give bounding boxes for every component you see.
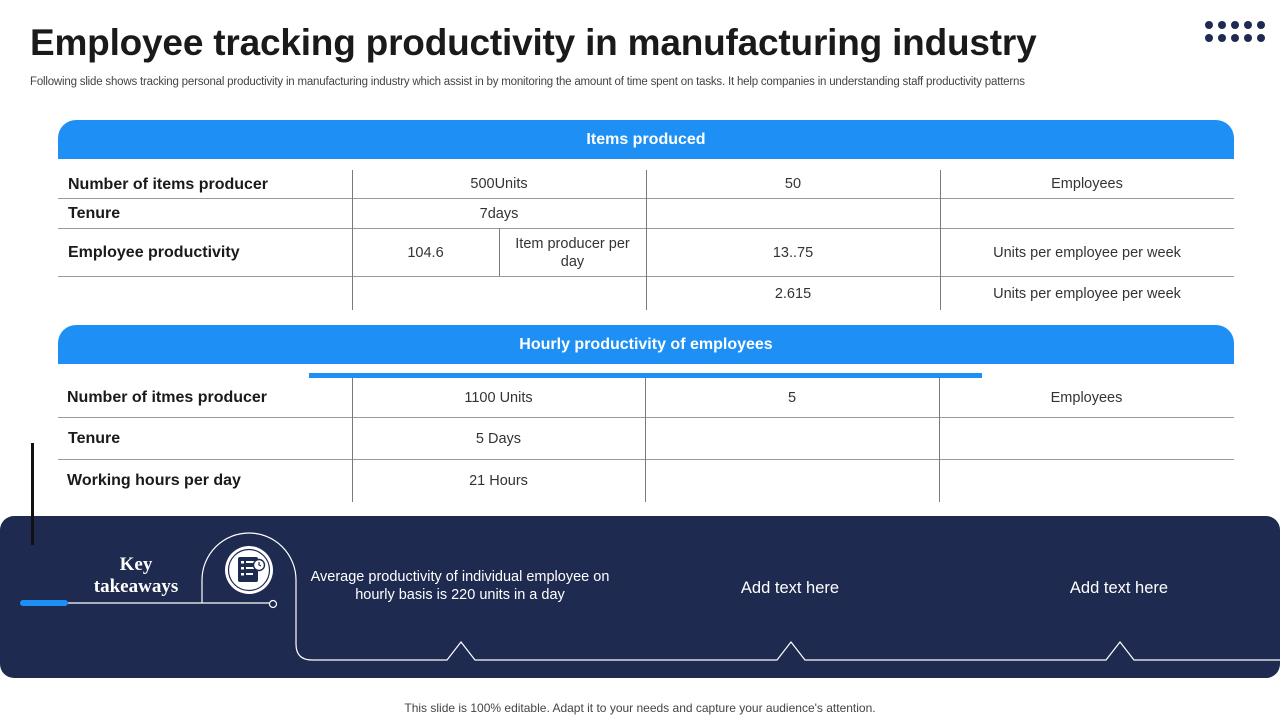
page-subtitle: Following slide shows tracking personal … (30, 76, 1025, 88)
document-checklist-icon (225, 546, 273, 594)
column-divider (940, 170, 941, 310)
row-label: Number of items producer (68, 176, 269, 193)
table-cell: Employees (1050, 389, 1123, 406)
table-cell: Item producer per day (515, 235, 630, 270)
dots-grid-icon (1205, 21, 1265, 43)
row-divider (58, 459, 1234, 460)
items-produced-header: Items produced (58, 120, 1234, 159)
row-divider (58, 417, 1234, 418)
timeline-decoration (20, 532, 1280, 661)
table-cell: 21 Hours (469, 473, 528, 489)
row-label: Number of itmes producer (67, 388, 268, 406)
heading-line: takeaways (93, 576, 179, 597)
table-cell: 1100 Units (464, 389, 533, 406)
takeaway-text: Average productivity of individual emplo… (310, 569, 610, 603)
hourly-productivity-header: Hourly productivity of employees (58, 325, 1234, 364)
table-cell: Units per employee per week (993, 244, 1181, 261)
column-divider (939, 378, 940, 502)
takeaway-text: Add text here (1069, 578, 1169, 597)
column-divider (499, 228, 500, 276)
page-title: Employee tracking productivity in manufa… (30, 22, 1037, 63)
key-takeaways-panel: Key takeaways Average productivity of in… (0, 516, 1280, 678)
accent-bar (309, 373, 982, 378)
column-divider (352, 170, 353, 310)
table-cell: 2.615 (774, 285, 812, 302)
row-label: Working hours per day (67, 472, 241, 489)
table-cell: Employees (1051, 176, 1123, 192)
row-label: Tenure (68, 429, 121, 447)
footer-note: This slide is 100% editable. Adapt it to… (404, 701, 876, 715)
row-label: Employee productivity (68, 243, 240, 261)
takeaway-text: Add text here (740, 578, 840, 597)
table-cell: 5 Days (475, 430, 522, 447)
column-divider (645, 378, 646, 502)
table-cell: 500Units (470, 176, 528, 192)
column-divider (352, 378, 353, 502)
row-label: Tenure (68, 204, 121, 222)
table-cell: 5 (787, 389, 797, 406)
heading-line: Key (119, 554, 153, 575)
table-cell: 7days (479, 205, 519, 222)
table-cell: 13..75 (772, 244, 814, 261)
key-takeaways-heading: Key takeaways (66, 554, 206, 598)
table-cell: Units per employee per week (993, 285, 1181, 302)
table-cell: 104.6 (407, 244, 444, 261)
column-divider (646, 170, 647, 310)
table-cell: 50 (784, 176, 802, 192)
decorative-bar (31, 443, 34, 545)
